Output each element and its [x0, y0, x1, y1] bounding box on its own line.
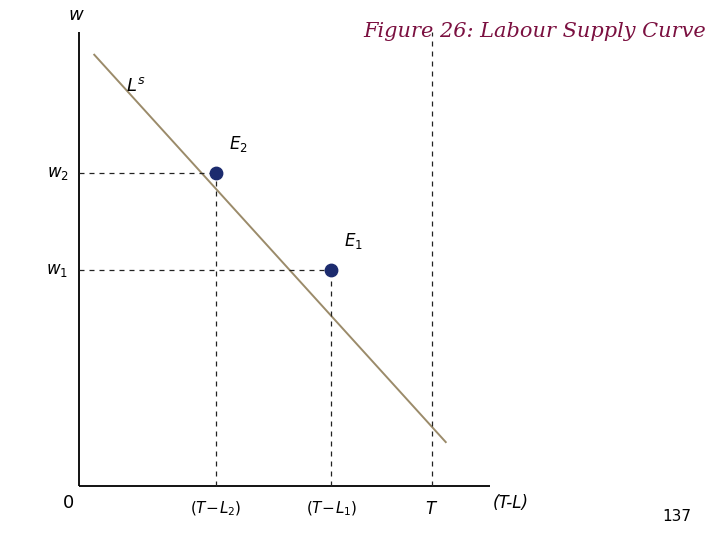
- Text: (T-L): (T-L): [493, 494, 529, 512]
- Point: [325, 266, 337, 274]
- Text: 137: 137: [662, 509, 691, 524]
- Text: w: w: [68, 6, 83, 24]
- Text: $w_1$: $w_1$: [46, 261, 68, 279]
- Point: [210, 168, 222, 177]
- Text: $L^s$: $L^s$: [126, 77, 145, 96]
- Text: $T$: $T$: [426, 500, 438, 517]
- Text: $E_1$: $E_1$: [344, 231, 363, 251]
- Text: Figure 26: Labour Supply Curve: Figure 26: Labour Supply Curve: [363, 22, 706, 40]
- Text: $(T\!-\!L_2)$: $(T\!-\!L_2)$: [190, 500, 242, 518]
- Text: $w_2$: $w_2$: [47, 164, 68, 182]
- Text: $E_2$: $E_2$: [229, 134, 248, 154]
- Text: $(T\!-\!L_1)$: $(T\!-\!L_1)$: [305, 500, 357, 518]
- Text: 0: 0: [63, 494, 74, 512]
